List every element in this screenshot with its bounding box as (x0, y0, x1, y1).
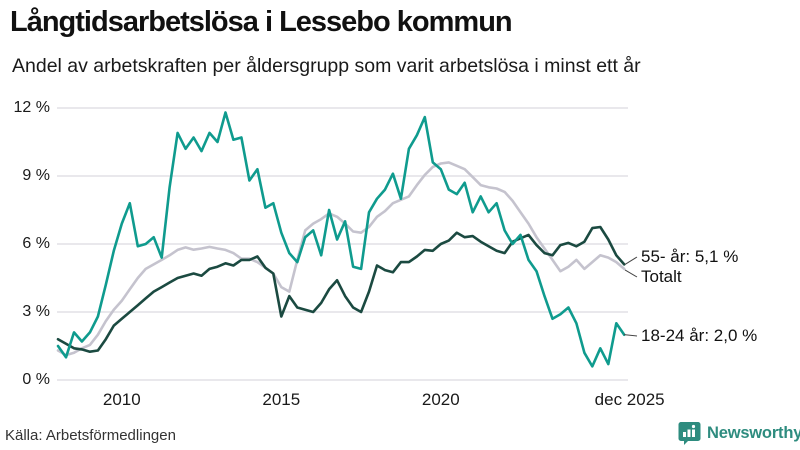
newsworthy-brand-link[interactable]: Newsworthy (678, 421, 800, 445)
series-line-18-24 år (56, 111, 626, 368)
series-end-label-55: 55- år: 5,1 % (641, 247, 739, 266)
page-title: Långtidsarbetslösa i Lessebo kommun (10, 6, 513, 38)
series-line-55- år (56, 225, 626, 354)
y-axis-tick-label: 0 % (22, 371, 50, 388)
y-axis-tick-label: 12 % (13, 99, 50, 116)
y-axis-tick-label: 3 % (22, 303, 50, 320)
series-line-Totalt (56, 161, 626, 357)
label-connector (623, 334, 638, 337)
series-end-label-totalt: Totalt (641, 267, 682, 286)
x-axis-tick-label: 2015 (262, 390, 301, 409)
label-connector (624, 256, 638, 265)
series-end-label-18-24: 18-24 år: 2,0 % (641, 326, 758, 345)
y-axis-tick-label: 6 % (22, 235, 50, 252)
source-attribution: Källa: Arbetsförmedlingen (5, 427, 176, 444)
label-connector (624, 269, 638, 278)
x-axis-tick-label: 2010 (102, 390, 141, 409)
newsworthy-logo-icon (678, 421, 701, 445)
x-axis-tick-label: 2020 (421, 390, 460, 409)
y-axis-tick-label: 9 % (22, 167, 50, 184)
chart-subtitle: Andel av arbetskraften per åldersgrupp s… (12, 55, 641, 77)
newsworthy-brand-label: Newsworthy (707, 423, 800, 442)
x-axis-tick-label: dec 2025 (594, 390, 665, 409)
